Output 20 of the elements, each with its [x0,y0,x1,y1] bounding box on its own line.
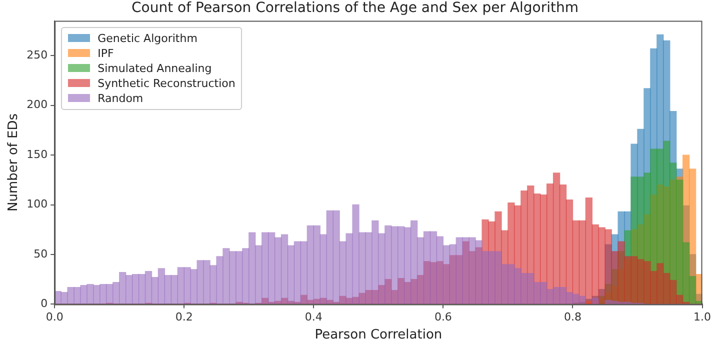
x-tick-label: 1.0 [694,310,712,324]
y-tick-label: 0 [40,297,48,310]
x-tick-label: 0.8 [564,310,582,324]
legend-label: Simulated Annealing [98,62,212,75]
y-tick-label: 200 [26,98,48,112]
y-tick-label: 100 [26,198,48,211]
x-tick-label: 0.2 [175,310,193,324]
legend-label: Genetic Algorithm [98,32,198,45]
legend-label: Random [98,92,144,105]
chart-title: Count of Pearson Correlations of the Age and Sex per Algorithm [132,0,578,16]
x-tick-label: 0.0 [46,310,64,324]
y-axis-title: Number of EDs [6,113,22,212]
x-tick-label: 0.4 [304,310,322,324]
x-tick-label: 0.6 [434,310,452,324]
y-tick-label: 250 [26,48,48,62]
x-axis-title: Pearson Correlation [314,328,442,343]
y-tick-label: 50 [34,247,48,260]
y-tick-label: 150 [26,148,48,161]
legend-label: IPF [98,46,114,60]
legend-label: Synthetic Reconstruction [98,76,236,90]
